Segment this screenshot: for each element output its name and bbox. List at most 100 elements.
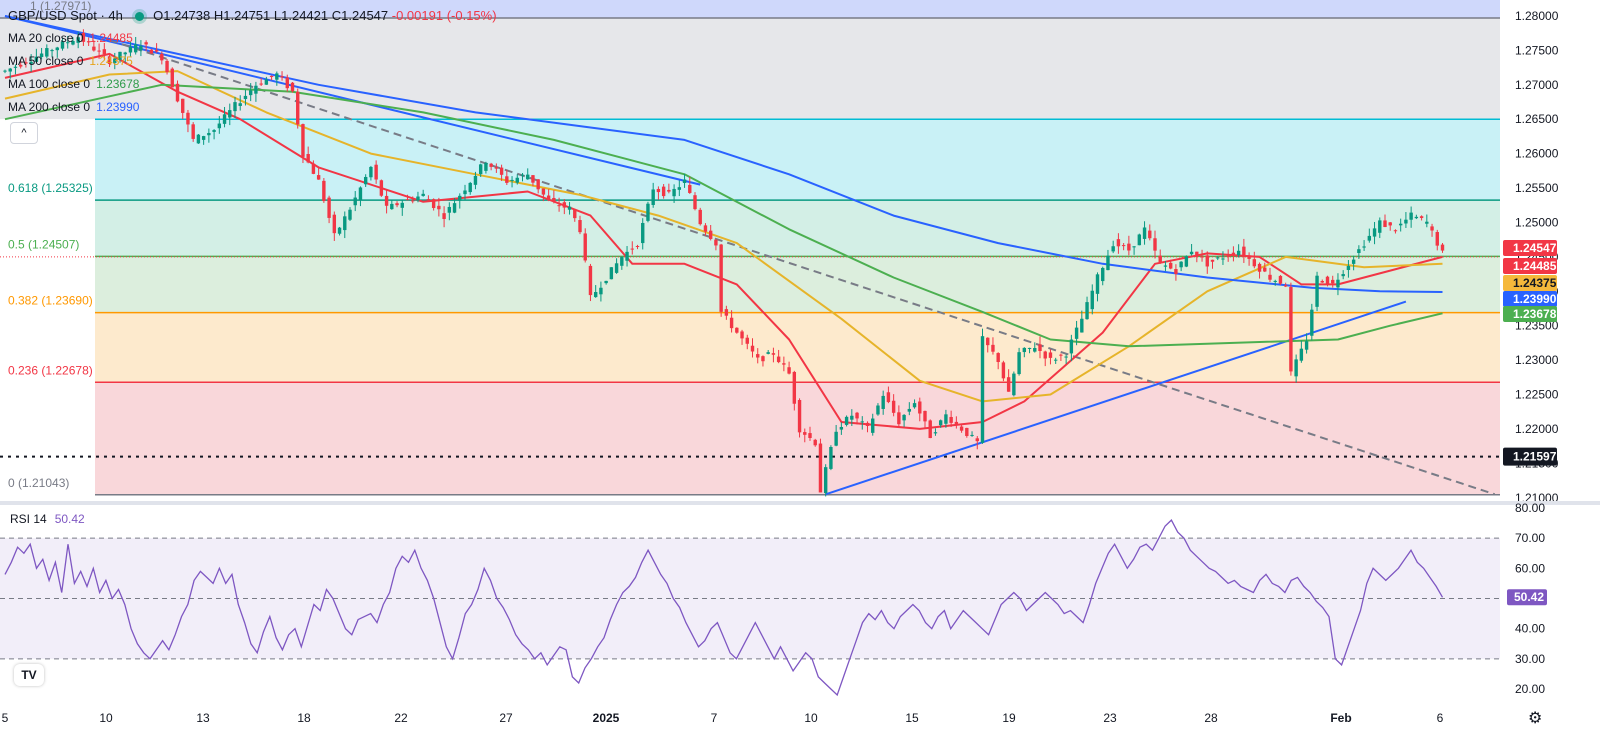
candle-body xyxy=(609,267,614,280)
trendline-2[interactable] xyxy=(109,39,1496,496)
candle xyxy=(1027,347,1032,354)
ohlc-high: H1.24751 xyxy=(213,8,271,23)
ma-line-ma200 xyxy=(4,15,1443,293)
symbol-title[interactable]: GBP/USD Spot · 4h xyxy=(8,8,123,23)
candle-body xyxy=(1059,354,1063,356)
candle-body xyxy=(233,102,237,112)
candle-body xyxy=(688,184,692,193)
candle xyxy=(761,355,765,367)
candle-body xyxy=(254,85,258,94)
candle xyxy=(646,201,650,223)
candle-body xyxy=(144,42,148,45)
candle xyxy=(1179,261,1183,272)
candle-body xyxy=(541,188,546,195)
candle xyxy=(614,258,619,274)
candle xyxy=(217,116,222,134)
price-axis[interactable]: 1.28000 1.27500 1.27000 1.26500 1.26000 1.255… xyxy=(1500,0,1600,746)
tradingview-logo[interactable]: TV xyxy=(14,664,44,686)
candle-body xyxy=(965,427,969,436)
price-badge-label: 1.24375 xyxy=(1513,276,1557,290)
time-tick: 19 xyxy=(1002,711,1016,725)
candle xyxy=(1033,342,1037,353)
candle-body xyxy=(269,75,274,77)
ma100-legend[interactable]: MA 100 close 0 1.23678 xyxy=(8,73,497,96)
candle-body xyxy=(776,356,781,363)
candle-body xyxy=(991,344,995,352)
candle-body xyxy=(865,422,870,426)
candle-body xyxy=(546,195,551,201)
candle-body xyxy=(703,225,708,232)
candle xyxy=(959,423,964,433)
candle xyxy=(426,195,431,201)
candle-body xyxy=(1362,246,1366,248)
time-tick: 6 xyxy=(1437,711,1444,725)
candle-body xyxy=(515,177,519,183)
candle xyxy=(290,82,295,93)
ohlc-low: L1.24421 xyxy=(273,8,329,23)
candle xyxy=(573,209,577,222)
candle xyxy=(844,415,849,427)
candle xyxy=(431,198,436,211)
candle xyxy=(991,337,995,355)
candle xyxy=(363,174,368,188)
collapse-legend-button[interactable]: ^ xyxy=(10,122,38,144)
candle xyxy=(316,168,321,180)
candle xyxy=(672,184,676,203)
time-axis[interactable]: 5 10 13 18 22 27 2025 7 10 15 19 23 28 Feb 6 xyxy=(2,711,1444,725)
candle-body xyxy=(426,199,431,201)
candle xyxy=(541,188,546,202)
candle xyxy=(567,201,572,215)
candle xyxy=(735,327,739,334)
candle-body xyxy=(1074,327,1079,339)
ma200-legend[interactable]: MA 200 close 0 1.23990 xyxy=(8,96,497,119)
candle xyxy=(876,403,880,416)
candle-body xyxy=(891,400,896,413)
candle-body xyxy=(792,371,797,404)
ma20-legend[interactable]: MA 20 close 0 1.24485 xyxy=(8,27,497,50)
candle-body xyxy=(1038,344,1042,351)
candle-body xyxy=(735,327,739,333)
candle-body xyxy=(902,414,906,421)
candle xyxy=(1116,233,1121,254)
candle-body xyxy=(431,199,436,209)
candle-body xyxy=(661,186,666,197)
candle xyxy=(839,422,844,435)
candle xyxy=(1111,240,1115,254)
rsi-legend[interactable]: RSI 14 50.42 xyxy=(10,512,85,526)
candle xyxy=(1236,244,1241,258)
fib-label-0.236: 0.236 (1.22678) xyxy=(8,363,93,377)
candle-body xyxy=(620,257,624,266)
candle-body xyxy=(165,60,169,73)
candle xyxy=(520,173,525,182)
candle-body xyxy=(1257,263,1262,272)
candle xyxy=(29,54,33,72)
candle-body xyxy=(1435,232,1439,246)
ma50-legend[interactable]: MA 50 close 0 1.24375 xyxy=(8,50,497,73)
candle-body xyxy=(667,189,671,192)
candle xyxy=(327,195,331,224)
candle xyxy=(562,199,567,215)
candle-body xyxy=(1069,339,1074,354)
candle xyxy=(92,40,96,52)
candle-body xyxy=(55,47,59,51)
trendline-3[interactable] xyxy=(825,300,1407,496)
time-tick: 10 xyxy=(804,711,818,725)
candle xyxy=(50,48,54,58)
candle-body xyxy=(3,70,7,72)
fibonacci-retracement[interactable] xyxy=(0,0,1500,496)
candle-body xyxy=(1064,356,1068,358)
gear-icon[interactable]: ⚙ xyxy=(1528,710,1543,727)
candle xyxy=(160,51,164,65)
price-tick: 1.26500 xyxy=(1515,112,1559,126)
candle xyxy=(390,200,394,210)
time-tick: 18 xyxy=(297,711,311,725)
candle-body xyxy=(719,244,723,312)
candle xyxy=(1001,360,1006,382)
candle xyxy=(165,58,169,75)
candle xyxy=(965,427,969,438)
candle-body xyxy=(1111,246,1115,252)
symbol-row[interactable]: GBP/USD Spot · 4h O1.24738 H1.24751 L1.2… xyxy=(8,4,497,27)
price-badge-label: 1.23990 xyxy=(1513,292,1557,306)
